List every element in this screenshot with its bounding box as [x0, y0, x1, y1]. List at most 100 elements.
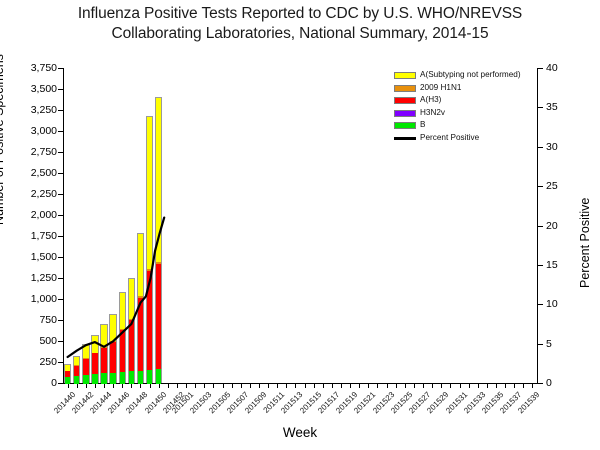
percent-positive-polyline: [66, 216, 166, 359]
x-axis-tick: [295, 384, 296, 388]
x-axis-tick: [505, 384, 506, 388]
x-axis-tick: [204, 384, 205, 388]
legend-item[interactable]: B: [394, 119, 544, 132]
x-axis-tick: [496, 384, 497, 388]
y-axis-right-tick-label: 10: [546, 298, 558, 311]
legend-item-label: 2009 H1N1: [420, 82, 462, 92]
legend-swatch-icon: [394, 97, 416, 105]
x-axis-tick: [223, 384, 224, 388]
y-axis-right-title: Percent Positive: [578, 197, 592, 288]
y-axis-right-tick-label: 20: [546, 219, 558, 232]
x-axis-tick: [122, 384, 123, 388]
bar-segment: [155, 97, 162, 262]
bar-segment: [83, 358, 89, 375]
x-axis-tick: [250, 384, 251, 388]
legend-item[interactable]: Percent Positive: [394, 132, 544, 145]
y-axis-left-tick: [58, 173, 63, 174]
x-axis-tick: [95, 384, 96, 388]
x-axis-tick: [478, 384, 479, 388]
bar-column: [63, 364, 72, 384]
y-axis-left-tick: [58, 152, 63, 153]
x-axis-tick: [523, 384, 524, 388]
y-axis-left-tick: [58, 257, 63, 258]
x-axis-tick: [377, 384, 378, 388]
x-axis-tick: [359, 384, 360, 388]
x-axis-tick: [259, 384, 260, 388]
legend-item[interactable]: H3N2v: [394, 107, 544, 120]
bar-segment: [83, 374, 89, 384]
bar-segment: [146, 268, 153, 271]
y-axis-right-tick: [538, 265, 543, 266]
y-axis-left-tick-label: 1,250: [30, 272, 57, 284]
bar-column: [127, 278, 136, 384]
bar-segment: [155, 263, 162, 369]
bar-segment: [119, 293, 125, 329]
y-axis-left-tick: [58, 68, 63, 69]
x-axis-tick: [213, 384, 214, 388]
legend-item-label: A(Subtyping not performed): [420, 70, 521, 79]
x-axis-tick: [268, 384, 269, 388]
y-axis-left-tick: [58, 299, 63, 300]
legend-item[interactable]: A(Subtyping not performed): [394, 69, 544, 82]
x-axis-tick: [131, 384, 132, 388]
y-axis-left-tick-label: 3,250: [30, 104, 57, 116]
x-axis-tick: [286, 384, 287, 388]
x-axis-tick: [150, 384, 151, 388]
y-axis-right-tick-label: 0: [546, 377, 552, 389]
y-axis-left-line: [63, 68, 64, 384]
bar-segment: [128, 320, 135, 372]
bar-segment: [110, 341, 116, 374]
y-axis-left-tick-label: 3,500: [30, 83, 57, 95]
bar-segment: [128, 318, 135, 321]
x-axis-tick: [323, 384, 324, 388]
y-axis-right-tick-label: 35: [546, 101, 558, 114]
x-axis-tick: [195, 384, 196, 388]
legend-item[interactable]: A(H3): [394, 94, 544, 107]
bar-segment: [110, 373, 116, 384]
x-axis-tick: [387, 384, 388, 388]
bar-segment: [128, 279, 135, 319]
y-axis-left-tick: [58, 194, 63, 195]
chart-title-line-1: Influenza Positive Tests Reported to CDC…: [77, 5, 523, 22]
chart-legend: A(Subtyping not performed) 2009 H1N1 A(H3)…: [394, 69, 544, 145]
y-axis-right-tick-label: 25: [546, 180, 558, 193]
x-axis-tick: [332, 384, 333, 388]
bar-segment: [92, 373, 98, 384]
legend-item[interactable]: 2009 H1N1: [394, 82, 544, 95]
y-axis-right-tick-label: 15: [546, 258, 558, 271]
legend-item-label: A(H3): [420, 95, 442, 105]
bar-segment: [137, 296, 144, 299]
bar-segment: [92, 353, 98, 374]
y-axis-left-tick: [58, 278, 63, 279]
x-axis-tick: [350, 384, 351, 388]
x-axis-tick: [232, 384, 233, 388]
y-axis-left-tick: [58, 320, 63, 321]
x-axis-tick: [77, 384, 78, 388]
x-axis-title: Week: [282, 425, 318, 440]
x-axis-tick: [469, 384, 470, 388]
x-axis-tick: [514, 384, 515, 388]
bar-segment: [101, 325, 107, 348]
bar-segment: [73, 357, 80, 366]
y-axis-left-tick-label: 3,000: [30, 125, 57, 137]
legend-item-label: Percent Positive: [420, 132, 480, 142]
x-axis-tick: [177, 384, 178, 388]
bar-segment: [110, 314, 116, 341]
bar-column: [91, 334, 99, 384]
percent-positive-line: [66, 216, 166, 359]
x-axis-tick: [277, 384, 278, 388]
y-axis-left-tick-label: 1,750: [30, 230, 57, 242]
bar-column: [72, 356, 81, 384]
bar-column: [118, 292, 126, 384]
legend-item-label: H3N2v: [420, 107, 446, 117]
y-axis-left-tick-label: 500: [39, 335, 57, 347]
x-axis-tick: [460, 384, 461, 388]
chart-title-line-2: Collaborating Laboratories, National Sum…: [111, 25, 489, 42]
y-axis-left-tick: [58, 362, 63, 363]
x-axis-tick: [305, 384, 306, 388]
x-axis-tick: [104, 384, 105, 388]
bar-segment: [137, 298, 144, 371]
y-axis-left-tick: [58, 341, 63, 342]
y-axis-left-title: Number of Positive Specimens: [0, 54, 6, 225]
x-axis-tick: [487, 384, 488, 388]
